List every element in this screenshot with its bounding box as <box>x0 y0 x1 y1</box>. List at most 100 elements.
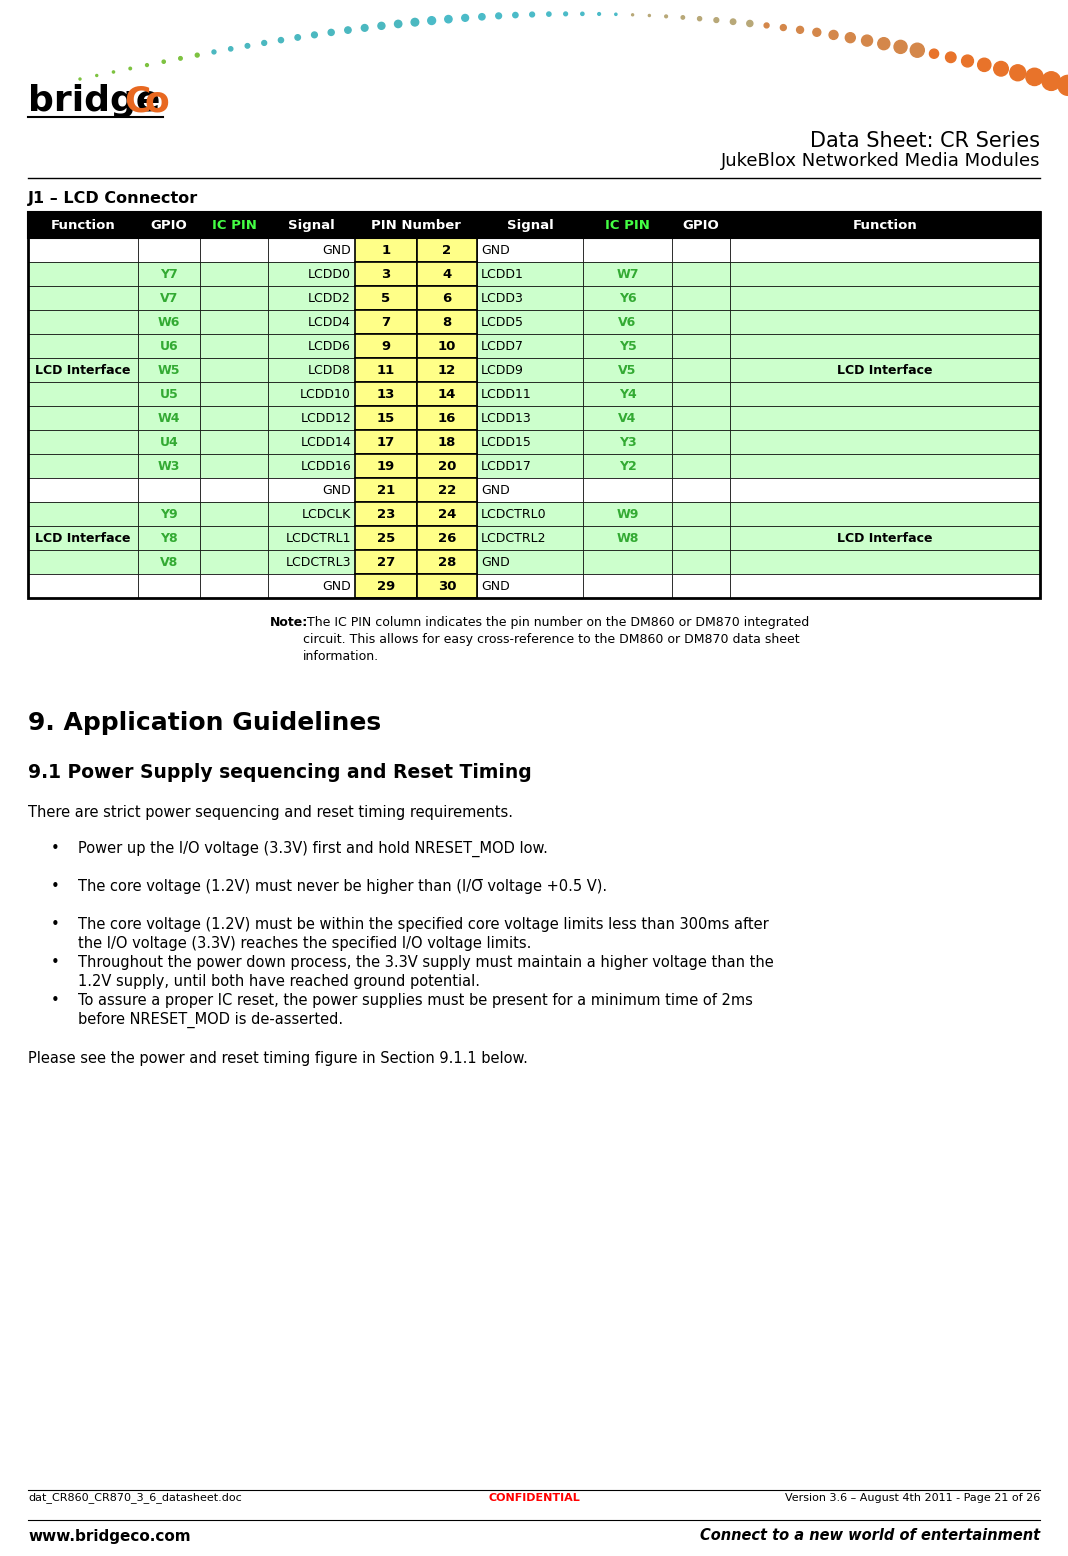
Circle shape <box>564 12 567 16</box>
Bar <box>583 454 672 478</box>
Bar <box>672 478 731 503</box>
Text: •: • <box>50 840 60 856</box>
Text: W7: W7 <box>616 268 639 280</box>
Circle shape <box>615 12 617 16</box>
Bar <box>672 429 731 454</box>
Bar <box>28 286 138 310</box>
Text: 30: 30 <box>438 579 456 593</box>
Circle shape <box>697 17 702 20</box>
Circle shape <box>328 30 334 36</box>
Circle shape <box>444 16 452 23</box>
Circle shape <box>178 56 183 61</box>
Bar <box>672 310 731 335</box>
Bar <box>138 429 200 454</box>
Bar <box>417 286 477 310</box>
Text: 8: 8 <box>442 316 452 328</box>
Bar <box>355 478 417 503</box>
Text: 14: 14 <box>438 387 456 400</box>
Bar <box>268 286 355 310</box>
Circle shape <box>461 14 469 22</box>
Bar <box>672 358 731 383</box>
Text: LCDD10: LCDD10 <box>300 387 351 400</box>
Text: LCDD5: LCDD5 <box>481 316 524 328</box>
Circle shape <box>145 64 148 67</box>
Text: W3: W3 <box>158 459 180 473</box>
Bar <box>138 503 200 526</box>
Text: W8: W8 <box>616 532 639 545</box>
Text: 9: 9 <box>381 339 391 353</box>
Bar <box>200 238 268 261</box>
Bar <box>583 574 672 598</box>
Bar <box>731 526 1040 549</box>
Text: LCDD1: LCDD1 <box>481 268 524 280</box>
Text: GND: GND <box>481 555 509 568</box>
Text: Data Sheet: CR Series: Data Sheet: CR Series <box>810 131 1040 151</box>
Circle shape <box>1026 68 1043 86</box>
Bar <box>28 406 138 429</box>
Circle shape <box>129 67 131 70</box>
Text: V4: V4 <box>618 411 637 425</box>
Circle shape <box>598 12 600 16</box>
Text: CONFIDENTIAL: CONFIDENTIAL <box>488 1494 580 1503</box>
Text: J1 – LCD Connector: J1 – LCD Connector <box>28 190 199 205</box>
Circle shape <box>547 12 551 16</box>
Bar <box>672 383 731 406</box>
Circle shape <box>977 58 991 72</box>
Text: W9: W9 <box>616 507 639 521</box>
Bar <box>268 358 355 383</box>
Bar <box>200 574 268 598</box>
Bar <box>200 261 268 286</box>
Bar <box>477 478 583 503</box>
Text: 23: 23 <box>377 507 395 521</box>
Circle shape <box>961 54 973 67</box>
Circle shape <box>862 36 873 47</box>
Bar <box>417 335 477 358</box>
Bar <box>731 549 1040 574</box>
Text: LCDD13: LCDD13 <box>481 411 532 425</box>
Circle shape <box>345 26 351 33</box>
Bar <box>477 549 583 574</box>
Text: Y6: Y6 <box>618 291 637 305</box>
Text: LCDD11: LCDD11 <box>481 387 532 400</box>
Bar <box>731 503 1040 526</box>
Text: 9. Application Guidelines: 9. Application Guidelines <box>28 711 381 734</box>
Text: 19: 19 <box>377 459 395 473</box>
Bar <box>672 526 731 549</box>
Text: LCDD17: LCDD17 <box>481 459 532 473</box>
Bar <box>417 406 477 429</box>
Bar <box>28 261 138 286</box>
Text: Y4: Y4 <box>618 387 637 400</box>
Circle shape <box>1042 72 1061 90</box>
Text: LCDD4: LCDD4 <box>309 316 351 328</box>
Circle shape <box>945 51 956 62</box>
Bar <box>200 335 268 358</box>
Bar <box>138 238 200 261</box>
Bar <box>583 526 672 549</box>
Circle shape <box>813 28 821 36</box>
Circle shape <box>279 37 283 42</box>
Circle shape <box>681 16 685 19</box>
Circle shape <box>1010 65 1025 81</box>
Text: GPIO: GPIO <box>151 218 187 232</box>
Bar <box>28 212 1040 598</box>
Bar <box>28 212 1040 238</box>
Text: 17: 17 <box>377 436 395 448</box>
Bar <box>583 261 672 286</box>
Bar <box>200 429 268 454</box>
Circle shape <box>361 25 368 31</box>
Bar <box>355 383 417 406</box>
Text: Y7: Y7 <box>160 268 178 280</box>
Bar <box>355 574 417 598</box>
Circle shape <box>428 17 436 25</box>
Bar <box>583 383 672 406</box>
Circle shape <box>648 14 650 17</box>
Text: LCDD9: LCDD9 <box>481 364 524 377</box>
Text: Y5: Y5 <box>618 339 637 353</box>
Circle shape <box>394 20 402 28</box>
Text: Y8: Y8 <box>160 532 177 545</box>
Circle shape <box>246 44 250 48</box>
Text: The IC PIN column indicates the pin number on the DM860 or DM870 integrated
circ: The IC PIN column indicates the pin numb… <box>303 616 810 663</box>
Text: 16: 16 <box>438 411 456 425</box>
Bar <box>268 526 355 549</box>
Bar <box>355 526 417 549</box>
